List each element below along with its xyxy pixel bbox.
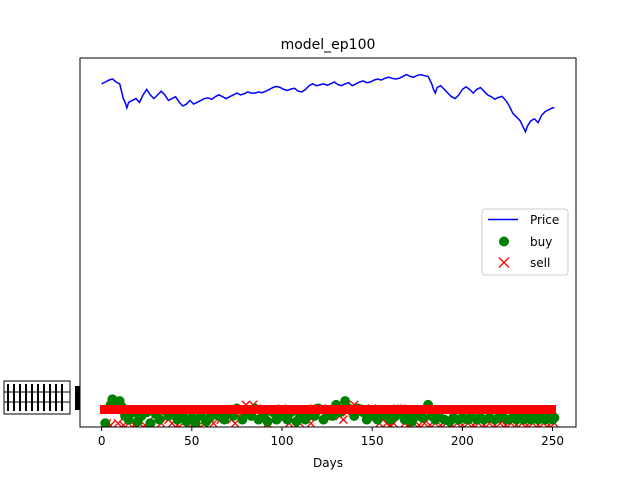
sell-marker: [113, 418, 123, 427]
buy-marker: [219, 414, 230, 425]
x-tick-label: 250: [541, 434, 564, 448]
buy-marker: [417, 412, 428, 423]
x-axis-ticks: 0 50 100 150 200 250: [98, 427, 564, 448]
buy-marker: [340, 396, 351, 407]
axes-frame: [79, 57, 577, 428]
legend-box: [481, 208, 569, 276]
dense-sell-markers: [100, 405, 556, 414]
legend-sell-marker: [498, 257, 510, 268]
legend-buy-marker: [499, 236, 509, 247]
x-tick-label: 0: [98, 434, 106, 448]
legend-label-buy: buy: [530, 235, 552, 249]
x-tick-label: 100: [271, 434, 294, 448]
buy-marker: [190, 418, 201, 427]
x-tick-label: 150: [361, 434, 384, 448]
x-tick-label: 50: [184, 434, 199, 448]
chart-title: model_ep100: [281, 37, 376, 53]
legend-label-price: Price: [530, 213, 559, 227]
buy-marker: [237, 414, 248, 425]
buy-marker: [300, 414, 311, 425]
price-series-line: [101, 73, 555, 134]
buy-marker: [154, 414, 165, 425]
buy-marker: [123, 414, 134, 425]
buy-marker: [318, 414, 329, 425]
buy-marker: [549, 412, 560, 423]
legend-label-sell: sell: [530, 256, 550, 270]
buy-marker: [100, 418, 111, 427]
buy-marker: [145, 418, 156, 427]
y-axis-tick-label-clutter: [3, 380, 80, 415]
buy-marker: [291, 416, 302, 427]
x-axis-label: Days: [313, 456, 343, 470]
legend: Price buy sell: [481, 208, 569, 276]
x-tick-label: 200: [451, 434, 474, 448]
buy-marker: [372, 414, 383, 425]
buy-marker: [282, 414, 293, 425]
buy-marker: [262, 416, 273, 427]
